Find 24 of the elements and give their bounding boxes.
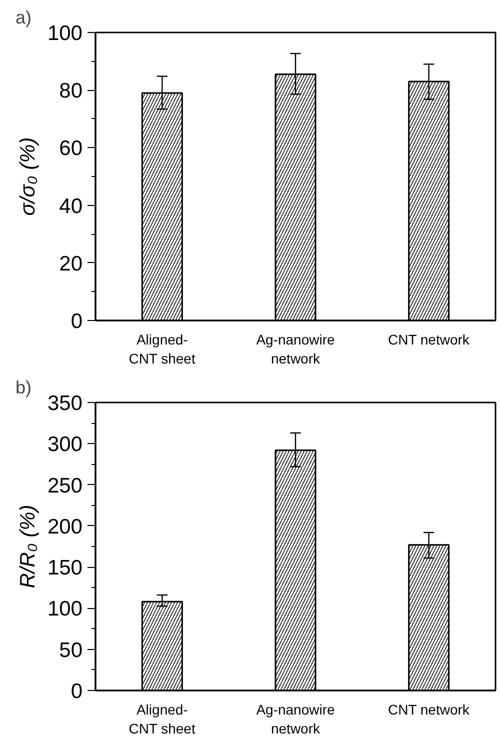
x-tick-label: Ag-nanowire network (256, 332, 336, 367)
y-tick-label: 0 (70, 310, 83, 333)
x-tick-label: CNT network (388, 332, 470, 348)
x-tick-label: Aligned- CNT sheet (128, 332, 196, 367)
y-tick-label: 80 (59, 80, 82, 103)
y-tick-label: 50 (59, 638, 82, 662)
y-axis-title: R/R₀ (%) (16, 504, 40, 588)
y-tick-label: 150 (47, 556, 83, 580)
x-tick-label: CNT network (388, 702, 470, 718)
y-tick-label: 300 (47, 433, 83, 456)
chart-title: a) (16, 8, 32, 28)
y-tick-label: 40 (59, 194, 82, 218)
y-tick-label: 60 (59, 137, 82, 160)
y-tick-label: 350 (47, 392, 83, 415)
y-tick-label: 250 (47, 474, 83, 498)
x-tick-label: Ag-nanowire network (256, 702, 336, 737)
x-tick-label: Aligned- CNT sheet (128, 702, 196, 737)
y-tick-label: 0 (70, 680, 83, 703)
y-axis-title: σ/σ₀ (%) (16, 137, 40, 216)
y-tick-label: 200 (47, 515, 83, 538)
chart-title: b) (16, 378, 32, 398)
y-tick-label: 100 (47, 22, 83, 45)
y-tick-label: 100 (47, 598, 83, 621)
y-tick-label: 20 (59, 252, 82, 276)
